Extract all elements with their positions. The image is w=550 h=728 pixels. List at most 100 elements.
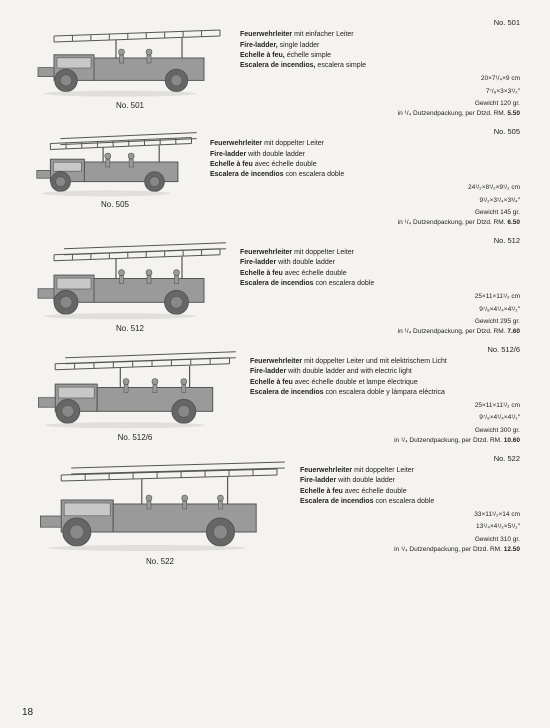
item-number: No. 505 (210, 127, 520, 137)
desc-bold: Fire-ladder (300, 477, 336, 484)
desc-line: Escalera de incendios con escalera doble (210, 170, 520, 179)
spec-dim-in: 7⁷/₈×3×3¹/₂″ (240, 88, 520, 97)
desc-line: Echelle à feu avec échelle double et lam… (250, 378, 520, 387)
spec-dim-cm: 25×11×11¹/₂ cm (250, 402, 520, 411)
catalog-page: No. 501 No. 501 Feuerwehrleiter mit einfac… (30, 18, 520, 566)
desc-rest: avec échelle double (253, 161, 317, 168)
product-image-block: No. 501 (30, 18, 230, 110)
product-image-block: No. 522 (30, 454, 290, 566)
catalog-item: No. 512/6 No. 512/6 Feuerwehrleiter mit do… (30, 345, 520, 446)
desc-rest: con escalera doble y lámpara eléctrica (324, 389, 445, 396)
desc-bold: Fire-ladder, (240, 42, 278, 49)
desc-rest: con escalera doble (374, 498, 435, 505)
desc-rest: mit doppelter Leiter (262, 140, 324, 147)
desc-bold: Escalera de incendios (250, 389, 324, 396)
desc-rest: con escalera doble (284, 171, 345, 178)
spec-dim-cm: 25×11×11¹/₂ cm (240, 293, 520, 302)
spec-weight: Gewicht 310 gr. (300, 536, 520, 545)
price-prefix: in ¹/₄ Dutzendpackung, per Dtzd. RM. (394, 437, 502, 444)
price-value: 5.50 (507, 110, 520, 117)
desc-rest: single ladder (278, 42, 320, 49)
desc-bold: Echelle à feu (300, 488, 343, 495)
desc-rest: mit doppelter Leiter (352, 467, 414, 474)
desc-line: Escalera de incendios, escalera simple (240, 61, 520, 70)
desc-bold: Feuerwehrleiter (240, 249, 292, 256)
desc-line: Feuerwehrleiter mit einfacher Leiter (240, 30, 520, 39)
desc-rest: con escalera doble (314, 280, 375, 287)
spec-dim-in: 9¹/₂×3¹/₄×3³/₄″ (210, 197, 520, 206)
desc-rest: mit doppelter Leiter (292, 249, 354, 256)
spec-dim-cm: 24¹/₂×8¹/₂×9¹/₂ cm (210, 184, 520, 193)
desc-line: Fire-ladder with double ladder (210, 150, 520, 159)
desc-bold: Echelle à feu (250, 379, 293, 386)
desc-rest: mit doppelter Leiter und mit elektrische… (302, 358, 447, 365)
desc-bold: Feuerwehrleiter (300, 467, 352, 474)
desc-bold: Escalera de incendios (240, 280, 314, 287)
spec-dim-in: 9⁷/₈×4¹/₄×4¹/₂″ (250, 414, 520, 423)
spec-weight: Gewicht 145 gr. (210, 209, 520, 218)
spec-weight: Gewicht 300 gr. (250, 427, 520, 436)
price-value: 10.60 (504, 437, 520, 444)
product-image-block: No. 505 (30, 127, 200, 209)
desc-line: Fire-ladder with double ladder and with … (250, 367, 520, 376)
price-prefix: in ¹/₄ Dutzendpackung, per Dtzd. RM. (398, 328, 506, 335)
desc-rest: avec échelle double et lampe électrique (293, 379, 418, 386)
item-caption: No. 505 (101, 200, 129, 209)
desc-line: Escalera de incendios con escalera doble… (250, 388, 520, 397)
item-caption: No. 522 (146, 557, 174, 566)
spec-weight: Gewicht 295 gr. (240, 318, 520, 327)
desc-line: Escalera de incendios con escalera doble (240, 279, 520, 288)
item-number: No. 512 (240, 236, 520, 246)
desc-bold: Echelle à feu (240, 270, 283, 277)
item-details: No. 512/6 Feuerwehrleiter mit doppelter L… (250, 345, 520, 446)
desc-rest: échelle simple (285, 52, 331, 59)
desc-rest: avec échelle double (343, 488, 407, 495)
desc-rest: with double ladder (276, 259, 335, 266)
desc-line: Echelle à feu avec échelle double (300, 487, 520, 496)
catalog-item: No. 501 No. 501 Feuerwehrleiter mit einfac… (30, 18, 520, 119)
desc-line: Fire-ladder with double ladder (300, 476, 520, 485)
price-prefix: in ¹/₄ Dutzendpackung, per Dtzd. RM. (398, 219, 506, 226)
price-line: in ¹/₄ Dutzendpackung, per Dtzd. RM. 5.5… (240, 110, 520, 119)
catalog-item: No. 512 No. 512 Feuerwehrleiter mit doppel… (30, 236, 520, 337)
spec-dim-cm: 20×7¹/₄×9 cm (240, 75, 520, 84)
product-image-block: No. 512 (30, 236, 230, 333)
item-number: No. 512/6 (250, 345, 520, 355)
desc-line: Feuerwehrleiter mit doppelter Leiter (240, 248, 520, 257)
desc-line: Feuerwehrleiter mit doppelter Leiter und… (250, 357, 520, 366)
item-details: No. 505 Feuerwehrleiter mit doppelter Lei… (210, 127, 520, 228)
item-number: No. 522 (300, 454, 520, 464)
desc-line: Fire-ladder, single ladder (240, 41, 520, 50)
desc-rest: with double ladder (246, 151, 305, 158)
desc-bold: Fire-ladder (210, 151, 246, 158)
spec-dim-in: 13¹/₄×4¹/₂×5¹/₂″ (300, 523, 520, 532)
price-line: in ¹/₄ Dutzendpackung, per Dtzd. RM. 7.6… (240, 328, 520, 337)
price-prefix: in ¹/₄ Dutzendpackung, per Dtzd. RM. (394, 546, 502, 553)
price-line: in ¹/₄ Dutzendpackung, per Dtzd. RM. 6.5… (210, 219, 520, 228)
desc-rest: with double ladder (336, 477, 395, 484)
desc-line: Feuerwehrleiter mit doppelter Leiter (210, 139, 520, 148)
price-line: in ¹/₄ Dutzendpackung, per Dtzd. RM. 12.… (300, 546, 520, 555)
spec-dim-in: 9⁷/₈×4¹/₄×4¹/₂″ (240, 306, 520, 315)
item-details: No. 501 Feuerwehrleiter mit einfacher Lei… (240, 18, 520, 119)
desc-bold: Echelle à feu, (240, 52, 285, 59)
item-details: No. 512 Feuerwehrleiter mit doppelter Lei… (240, 236, 520, 337)
desc-line: Echelle à feu, échelle simple (240, 51, 520, 60)
desc-bold: Escalera de incendios (300, 498, 374, 505)
page-number: 18 (22, 707, 33, 718)
item-caption: No. 501 (116, 101, 144, 110)
catalog-item: No. 522 No. 522 Feuerwehrleiter mit doppel… (30, 454, 520, 566)
item-caption: No. 512 (116, 324, 144, 333)
desc-rest: avec échelle double (283, 270, 347, 277)
desc-bold: Escalera de incendios (210, 171, 284, 178)
spec-weight: Gewicht 120 gr. (240, 100, 520, 109)
item-caption: No. 512/6 (118, 433, 153, 442)
product-image-block: No. 512/6 (30, 345, 240, 442)
desc-line: Echelle à feu avec échelle double (210, 160, 520, 169)
desc-line: Fire-ladder with double ladder (240, 258, 520, 267)
item-number: No. 501 (240, 18, 520, 28)
desc-bold: Feuerwehrleiter (250, 358, 302, 365)
desc-bold: Echelle à feu (210, 161, 253, 168)
desc-line: Echelle à feu avec échelle double (240, 269, 520, 278)
price-value: 6.50 (507, 219, 520, 226)
